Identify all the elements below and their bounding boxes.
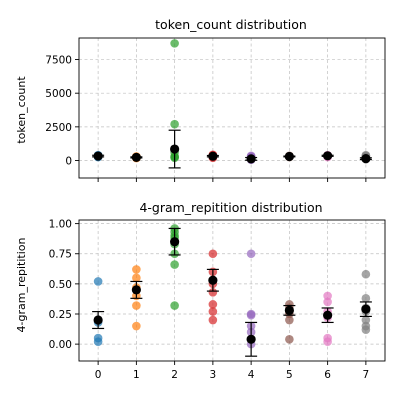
four-gram-mean-point-3 bbox=[208, 275, 218, 285]
four-gram-point-4-0 bbox=[246, 249, 256, 259]
four-gram-point-1-5 bbox=[132, 321, 141, 331]
four-gram-point-3-6 bbox=[208, 315, 218, 325]
four-gram-x-tick-label-5: 5 bbox=[286, 369, 293, 381]
token-count-error-bars bbox=[92, 129, 372, 169]
token-count-axes-frame bbox=[78, 37, 386, 179]
four-gram-point-3-0 bbox=[208, 249, 218, 259]
four-gram-y-ticks: 0.00 0.25 0.50 0.75 1.00 bbox=[49, 219, 79, 351]
four-gram-point-7-1 bbox=[361, 294, 371, 303]
four-gram-mean-point-2 bbox=[170, 237, 180, 247]
four-gram-panel: 4-gram_repitition distribution 4-gram_re… bbox=[15, 200, 386, 381]
four-gram-x-tick-label-6: 6 bbox=[324, 369, 331, 381]
token-count-points bbox=[93, 39, 371, 165]
four-gram-y-tick-label-2: 0.50 bbox=[49, 279, 72, 291]
four-gram-mean-point-4 bbox=[246, 334, 256, 344]
token-count-x-ticks bbox=[97, 178, 367, 182]
four-gram-error-bars bbox=[92, 227, 372, 357]
token-count-y-tick-label-3: 7500 bbox=[45, 55, 72, 67]
token-count-mean-point-2 bbox=[170, 144, 180, 154]
four-gram-x-tick-label-7: 7 bbox=[363, 369, 370, 381]
four-gram-point-6-1 bbox=[323, 297, 332, 307]
token-count-mean-point-4 bbox=[246, 154, 256, 164]
four-gram-point-7-0 bbox=[361, 269, 371, 279]
four-gram-mean-point-5 bbox=[284, 305, 294, 315]
four-gram-x-tick-label-1: 1 bbox=[133, 369, 140, 381]
four-gram-point-2-6 bbox=[170, 260, 179, 269]
token-count-y-ticks: 0 2500 5000 7500 bbox=[45, 55, 79, 168]
token-count-y-tick-label-1: 2500 bbox=[45, 122, 72, 134]
four-gram-mean-point-1 bbox=[131, 285, 141, 295]
four-gram-x-ticks: 0 1 2 3 4 5 6 7 bbox=[95, 361, 369, 381]
four-gram-point-3-5 bbox=[208, 307, 218, 316]
four-gram-point-0-4 bbox=[93, 337, 103, 347]
four-gram-y-tick-label-0: 0.00 bbox=[49, 339, 72, 351]
four-gram-point-4-2 bbox=[246, 310, 256, 320]
token-count-mean-point-6 bbox=[323, 151, 333, 161]
token-count-panel: token_count distribution token_count 0 25… bbox=[15, 17, 386, 182]
four-gram-point-0-0 bbox=[93, 277, 103, 286]
token-count-mean-point-3 bbox=[208, 151, 218, 161]
four-gram-point-3-3 bbox=[208, 288, 218, 297]
four-gram-y-tick-label-4: 1.00 bbox=[49, 219, 72, 231]
token-count-point-2-1 bbox=[170, 119, 179, 129]
four-gram-mean-point-0 bbox=[93, 315, 103, 325]
token-count-y-tick-label-0: 0 bbox=[65, 156, 72, 168]
four-gram-axes-frame bbox=[78, 219, 386, 362]
token-count-mean-point-1 bbox=[131, 152, 141, 163]
token-count-mean-point-7 bbox=[361, 154, 371, 164]
four-gram-mean-point-7 bbox=[361, 304, 371, 314]
token-count-mean-point-0 bbox=[93, 151, 103, 161]
four-gram-grid bbox=[79, 220, 385, 361]
four-gram-y-label: 4-gram_repitition bbox=[15, 238, 28, 333]
four-gram-x-tick-label-0: 0 bbox=[95, 369, 102, 381]
four-gram-point-7-6 bbox=[361, 325, 371, 334]
four-gram-x-tick-label-3: 3 bbox=[210, 369, 217, 381]
four-gram-title: 4-gram_repitition distribution bbox=[139, 200, 322, 215]
token-count-mean-point-5 bbox=[284, 151, 294, 162]
token-count-y-tick-label-2: 5000 bbox=[45, 88, 72, 100]
four-gram-y-tick-label-1: 0.25 bbox=[49, 309, 72, 321]
four-gram-point-1-1 bbox=[132, 273, 141, 283]
four-gram-point-1-0 bbox=[132, 265, 141, 274]
four-gram-point-3-4 bbox=[208, 300, 218, 309]
four-gram-point-5-4 bbox=[285, 315, 294, 325]
four-gram-x-tick-label-4: 4 bbox=[248, 369, 255, 381]
four-gram-point-1-4 bbox=[132, 301, 141, 310]
four-gram-point-7-4 bbox=[361, 315, 371, 325]
four-gram-y-tick-label-3: 0.75 bbox=[49, 249, 72, 261]
token-count-point-2-0 bbox=[170, 39, 179, 48]
token-count-grid bbox=[79, 38, 385, 178]
four-gram-mean-point-6 bbox=[323, 310, 333, 320]
four-gram-point-6-5 bbox=[323, 337, 332, 347]
four-gram-point-6-0 bbox=[323, 291, 332, 301]
four-gram-x-tick-label-2: 2 bbox=[171, 369, 178, 381]
token-count-title: token_count distribution bbox=[155, 17, 307, 32]
token-count-y-label: token_count bbox=[15, 76, 28, 144]
four-gram-point-2-7 bbox=[170, 301, 179, 310]
four-gram-point-5-5 bbox=[285, 335, 294, 344]
